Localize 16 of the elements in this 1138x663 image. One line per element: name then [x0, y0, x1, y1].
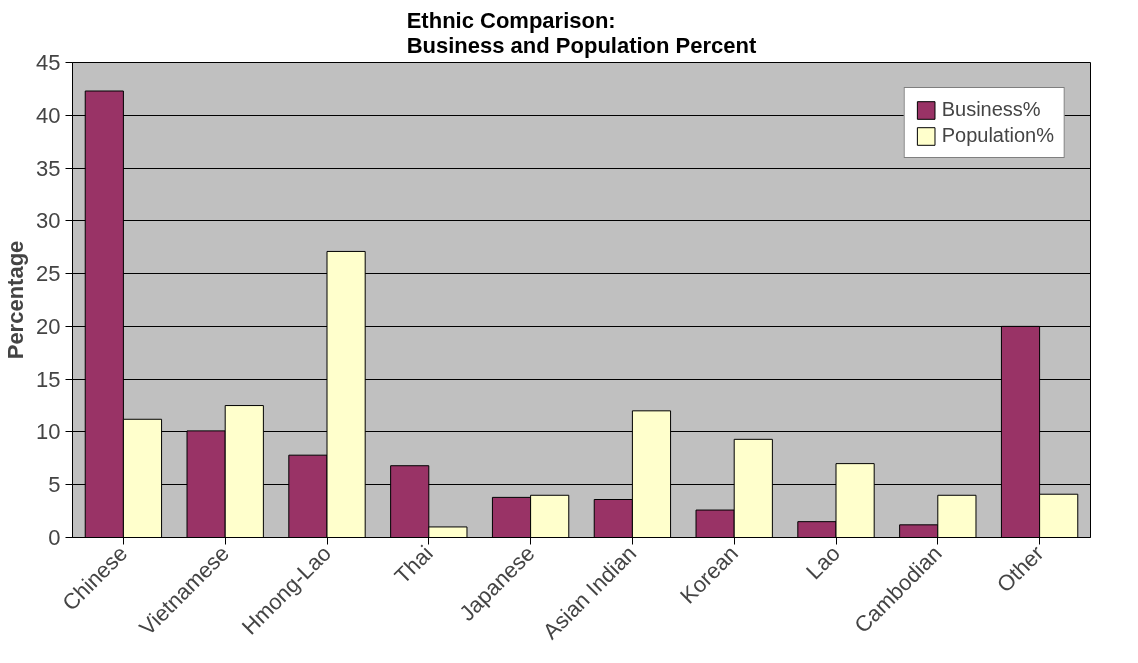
chart-title: Ethnic Comparison: Business and Population Percent — [406, 7, 757, 58]
y-tick-label: 10 — [36, 419, 61, 445]
y-tick-label: 30 — [36, 208, 61, 234]
y-tick-label: 15 — [36, 366, 61, 392]
y-tick-label: 25 — [36, 261, 61, 287]
y-tick-label: 20 — [36, 313, 61, 339]
y-tick-label: 45 — [36, 50, 61, 75]
y-tick-label: 40 — [36, 102, 61, 128]
x-tick-label: Lao — [801, 540, 845, 585]
x-tick-label: Thai — [389, 540, 438, 589]
legend-label: Population% — [941, 124, 1054, 147]
y-tick-label: 35 — [36, 155, 61, 181]
y-tick-label: 0 — [48, 525, 61, 550]
y-tick-label: 5 — [48, 472, 61, 498]
legend-label: Business% — [941, 98, 1041, 121]
y-axis-title: Percentage — [3, 240, 29, 360]
